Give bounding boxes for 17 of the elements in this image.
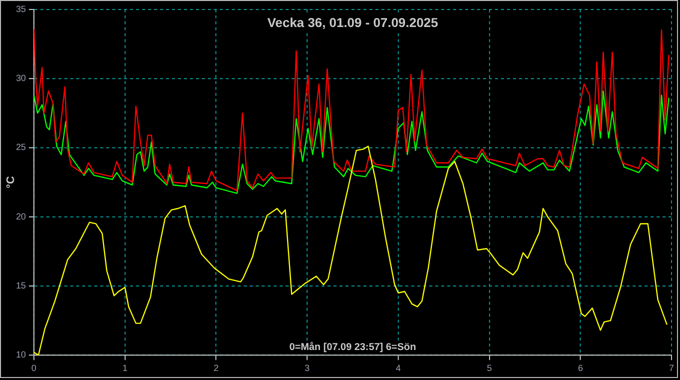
x-tick-label: 2	[214, 362, 219, 373]
y-tick-label: 25	[16, 142, 26, 152]
y-tick-label: 10	[16, 350, 26, 360]
x-tick-label: 1	[122, 362, 128, 373]
x-tick-label: 4	[396, 362, 401, 373]
x-tick-label: 7	[669, 362, 674, 373]
x-tick-label: 0	[31, 362, 36, 373]
y-axis-title: °C	[4, 176, 17, 188]
x-tick-label: 3	[304, 362, 310, 373]
x-axis-title: 0=Mån [07.09 23:57] 6=Sön	[289, 340, 416, 353]
y-tick-label: 35	[16, 4, 26, 14]
y-tick-label: 20	[16, 211, 26, 222]
x-tick-label: 6	[578, 362, 583, 373]
x-tick-label: 5	[486, 362, 492, 373]
y-tick-label: 15	[16, 280, 26, 290]
y-tick-label: 30	[16, 72, 26, 83]
chart-title: Vecka 36, 01.09 - 07.09.2025	[267, 14, 438, 30]
